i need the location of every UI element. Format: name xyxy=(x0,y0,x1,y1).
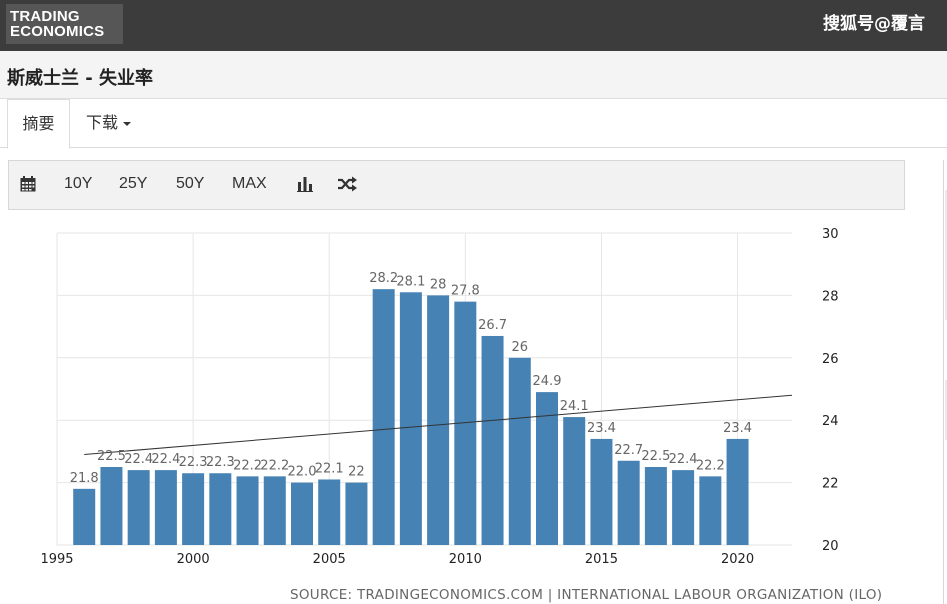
bar xyxy=(726,438,749,545)
y-tick-label: 24 xyxy=(822,414,839,429)
x-tick-label: 2020 xyxy=(721,552,754,567)
bar xyxy=(699,476,722,545)
x-tick-label: 2010 xyxy=(449,552,482,567)
bar xyxy=(263,476,286,545)
bar xyxy=(236,476,259,545)
calendar-icon[interactable] xyxy=(20,176,36,197)
bar-chart-icon[interactable] xyxy=(297,176,313,197)
data-label: 22.3 xyxy=(179,455,208,470)
side-block xyxy=(945,190,947,320)
y-tick-label: 20 xyxy=(822,539,839,554)
bar xyxy=(345,482,368,545)
bar xyxy=(454,301,477,545)
y-tick-label: 30 xyxy=(822,227,839,242)
data-label: 28.1 xyxy=(396,274,425,289)
data-label: 24.1 xyxy=(560,399,589,414)
tab-download[interactable]: 下载 xyxy=(86,99,132,148)
bar xyxy=(563,417,586,545)
data-label: 22.2 xyxy=(233,458,262,473)
tab-summary[interactable]: 摘要 xyxy=(7,99,70,149)
data-label: 26.7 xyxy=(478,318,507,333)
data-label: 22.4 xyxy=(124,452,153,467)
watermark-text: 搜狐号@覆言 xyxy=(823,14,925,34)
y-tick-label: 28 xyxy=(822,289,839,304)
bar xyxy=(127,470,150,545)
bar xyxy=(372,289,395,545)
bar xyxy=(318,479,341,545)
data-label: 22.7 xyxy=(614,443,643,458)
right-side-panel-edge xyxy=(943,160,947,604)
bar xyxy=(481,335,504,545)
data-label: 22 xyxy=(348,465,365,480)
data-label: 21.8 xyxy=(70,471,99,486)
page-title: 斯威士兰 - 失业率 xyxy=(7,68,154,89)
bar xyxy=(100,467,123,545)
trend-line xyxy=(84,394,793,456)
logo-line-2: ECONOMICS xyxy=(10,23,105,40)
x-tick-label: 2015 xyxy=(585,552,618,567)
bar xyxy=(209,473,232,545)
range-50y-button[interactable]: 50Y xyxy=(176,175,205,192)
bar xyxy=(617,460,640,545)
tab-download-label: 下载 xyxy=(86,113,119,132)
range-10y-button[interactable]: 10Y xyxy=(64,175,93,192)
bar xyxy=(427,295,450,545)
unemployment-bar-chart: 21.822.522.422.422.322.322.222.222.022.1… xyxy=(40,227,839,567)
data-label: 28 xyxy=(430,277,447,292)
data-label: 24.9 xyxy=(533,374,562,389)
bar xyxy=(672,470,695,545)
x-tick-label: 1995 xyxy=(40,552,73,567)
bar xyxy=(508,357,531,545)
data-label: 22.2 xyxy=(260,458,289,473)
tab-summary-label: 摘要 xyxy=(22,114,55,133)
chart-source: SOURCE: TRADINGECONOMICS.COM | INTERNATI… xyxy=(290,587,883,603)
data-label: 22.4 xyxy=(669,452,698,467)
data-label: 22.5 xyxy=(97,449,126,464)
side-block xyxy=(945,380,947,440)
title-bar: 斯威士兰 - 失业率 xyxy=(0,51,947,99)
top-header: TRADING ECONOMICS 搜狐号@覆言 xyxy=(0,0,947,51)
data-label: 22.3 xyxy=(206,455,235,470)
bar xyxy=(536,392,558,545)
range-max-button[interactable]: MAX xyxy=(232,175,267,192)
data-label: 22.0 xyxy=(288,465,317,480)
bar xyxy=(590,438,613,545)
chart-toolbar: 10Y 25Y 50Y MAX xyxy=(8,160,905,210)
data-label: 22.4 xyxy=(151,452,180,467)
data-label: 22.2 xyxy=(696,458,725,473)
bar xyxy=(399,292,422,545)
bar xyxy=(73,488,96,545)
bar xyxy=(182,473,205,545)
caret-down-icon xyxy=(123,121,132,126)
bar xyxy=(154,470,177,545)
data-label: 28.2 xyxy=(369,271,398,286)
data-label: 23.4 xyxy=(587,421,616,436)
trading-economics-logo[interactable]: TRADING ECONOMICS xyxy=(6,4,123,44)
data-label: 27.8 xyxy=(451,284,480,299)
logo-line-1: TRADING xyxy=(10,8,80,25)
x-tick-label: 2000 xyxy=(177,552,210,567)
x-tick-label: 2005 xyxy=(313,552,346,567)
data-label: 22.5 xyxy=(641,449,670,464)
bar xyxy=(291,482,313,545)
y-tick-label: 22 xyxy=(822,477,839,492)
range-25y-button[interactable]: 25Y xyxy=(119,175,148,192)
bar xyxy=(644,467,667,545)
data-label: 23.4 xyxy=(723,421,752,436)
data-label: 22.1 xyxy=(315,461,344,476)
tab-bar: 摘要 下载 xyxy=(0,99,947,149)
y-tick-label: 26 xyxy=(822,352,839,367)
shuffle-icon[interactable] xyxy=(338,176,358,197)
data-label: 26 xyxy=(512,340,529,355)
